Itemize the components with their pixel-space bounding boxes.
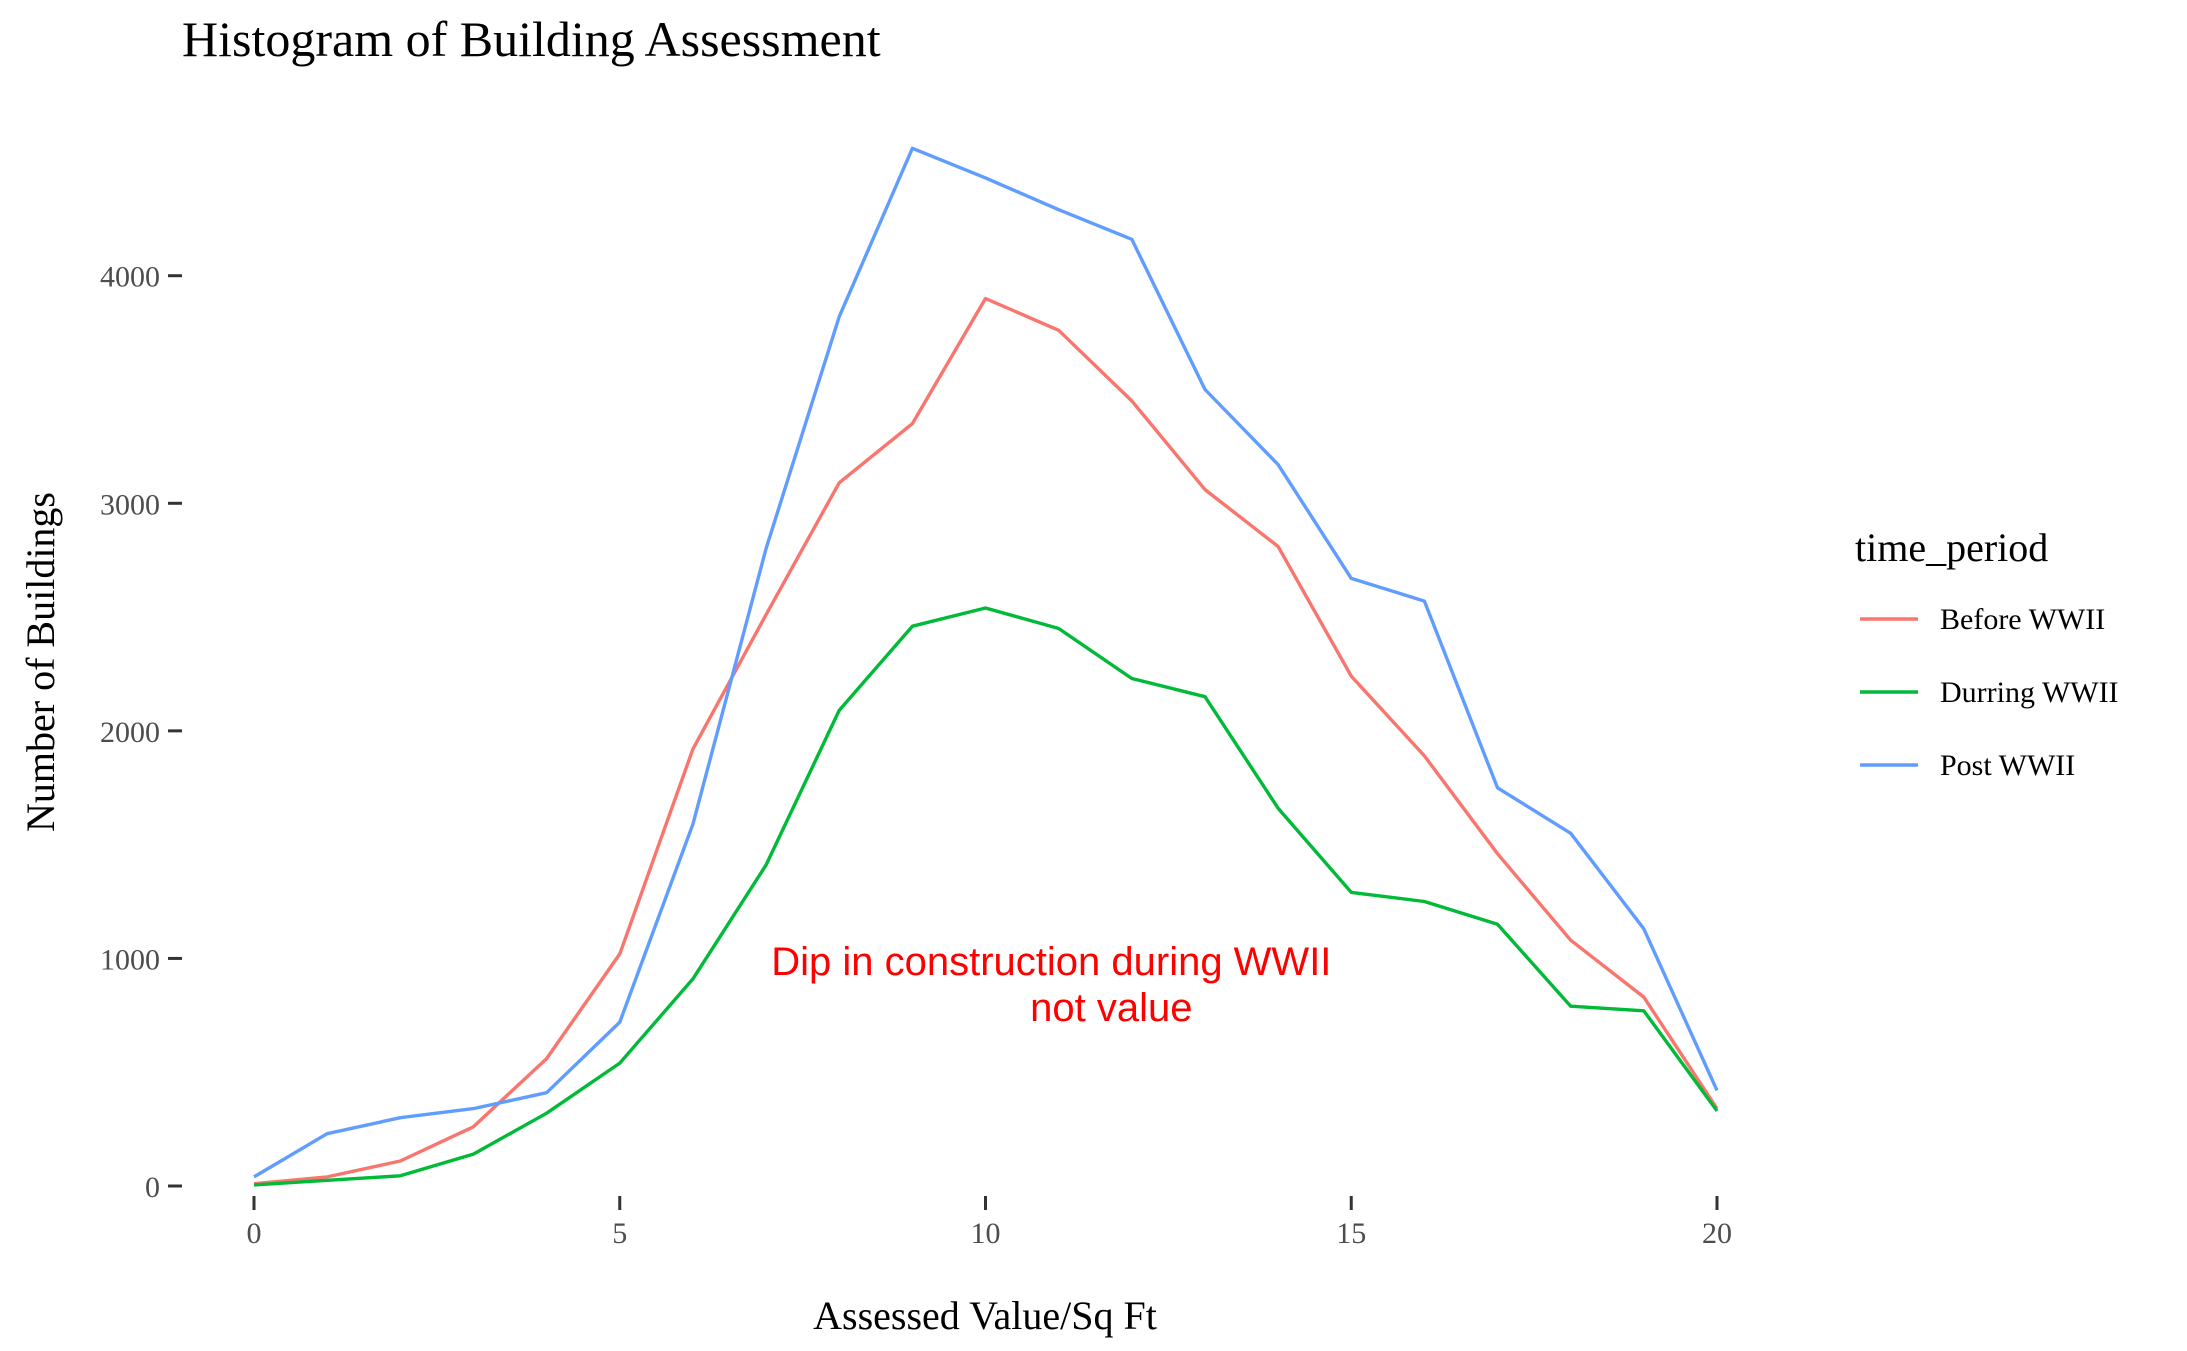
legend-title: time_period [1855,525,2048,570]
legend-label: Post WWII [1940,749,2075,782]
legend-items: Before WWII Durring WWII Post WWII [1860,603,2119,782]
x-tick-label: 15 [1336,1217,1366,1250]
chart-title: Histogram of Building Assessment [182,11,881,67]
x-tick-label: 20 [1702,1217,1732,1250]
series-line-1 [253,296,1719,1186]
annotation-line-1: Dip in construction during WWII [771,940,1331,984]
x-tick-label: 5 [612,1217,627,1250]
y-tick-label: 3000 [100,488,160,521]
x-axis: 0 5 10 15 20 [247,1196,1732,1250]
legend: time_period Before WWII Durring WWII Post … [1855,525,2119,782]
series-lines [253,146,1719,1187]
legend-label: Before WWII [1940,603,2105,636]
y-tick-label: 1000 [100,943,160,976]
legend-label: Durring WWII [1940,676,2119,709]
series-line-2 [253,606,1719,1187]
y-tick-label: 4000 [100,261,160,294]
x-axis-label: Assessed Value/Sq Ft [813,1293,1157,1338]
y-axis: 0 1000 2000 3000 4000 [100,261,182,1204]
y-tick-label: 0 [145,1171,160,1204]
x-tick-label: 0 [247,1217,262,1250]
y-axis-label: Number of Buildings [18,492,63,832]
series-line-3 [253,146,1719,1179]
y-tick-label: 2000 [100,716,160,749]
annotation-line-2: not value [1030,986,1192,1030]
x-tick-label: 10 [971,1217,1001,1250]
